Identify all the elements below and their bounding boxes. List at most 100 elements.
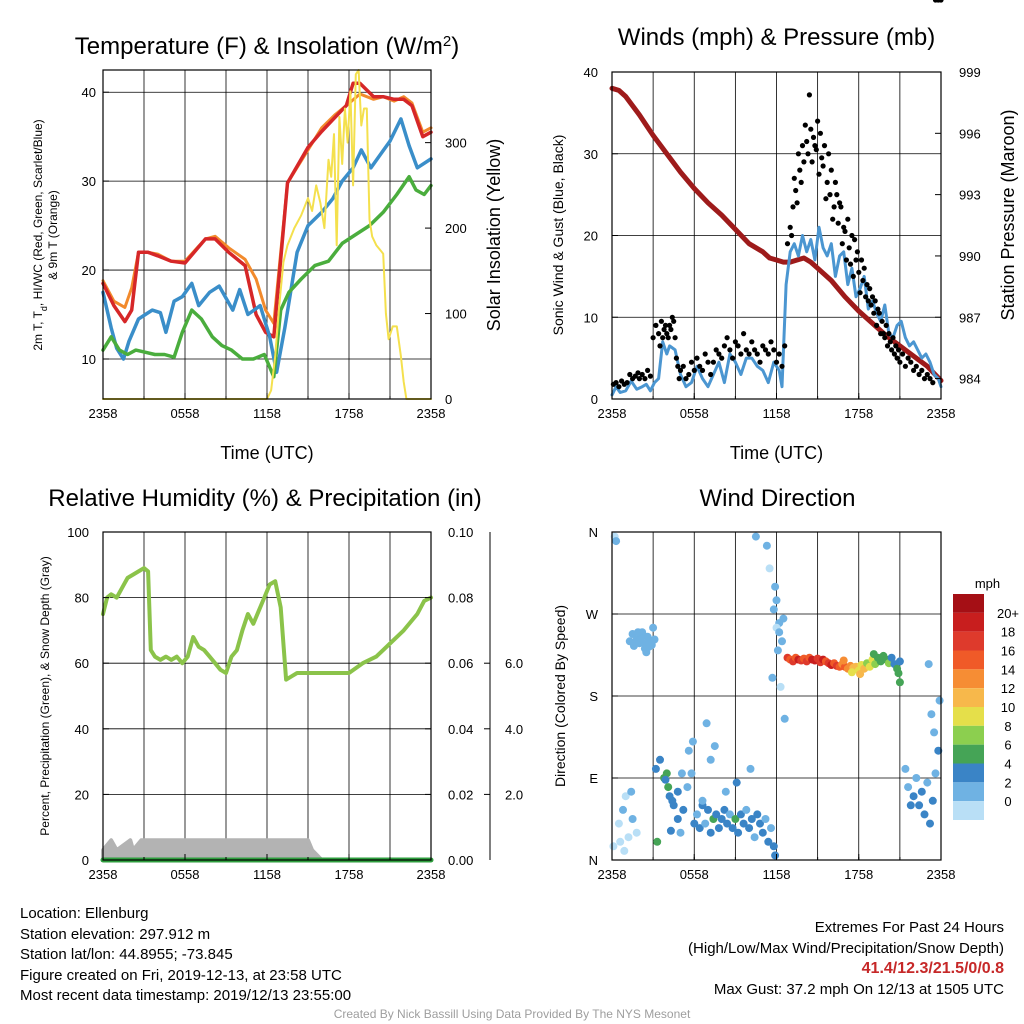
- winds-gust-point: [683, 376, 689, 382]
- colorbar-swatch: [953, 650, 984, 670]
- wind-direction-point: [688, 737, 697, 746]
- winds-gust-point: [894, 355, 900, 361]
- winds-gust-point: [797, 167, 803, 173]
- wind-direction-point: [632, 828, 641, 837]
- winds-gust-point: [710, 359, 717, 365]
- wind-direction-point: [728, 824, 737, 833]
- winds-gust-point: [861, 265, 867, 271]
- humidity-ytick-label: 40: [75, 722, 89, 737]
- humidity-ytick-label: 60: [75, 656, 89, 671]
- wind-direction-point: [931, 769, 940, 778]
- colorbar-label: 0: [1004, 794, 1011, 809]
- wind-direction-point: [906, 801, 915, 810]
- wind-direction-point: [928, 796, 937, 805]
- wind-direction-xtick-label: 1758: [844, 867, 873, 882]
- station-info: Location: Ellenburg Station elevation: 2…: [20, 904, 351, 1007]
- wind-direction-point: [930, 728, 939, 737]
- temperature-ylabel-part: 2m T, T: [31, 310, 45, 350]
- temperature-series-solar: [102, 69, 432, 400]
- temperature-xtick-label: 1758: [335, 406, 364, 421]
- wind-direction-point: [706, 755, 715, 764]
- wind-direction-point: [676, 828, 685, 837]
- wind-direction-ytick-label: N: [589, 525, 598, 540]
- winds-gust-point: [650, 335, 656, 341]
- wind-direction-xtick-label: 1158: [763, 867, 791, 882]
- winds-gust-point: [823, 196, 829, 202]
- wind-direction-point: [710, 742, 719, 751]
- temperature-y2tick-label: 100: [445, 307, 467, 322]
- winds-gust-point: [762, 347, 769, 353]
- winds-ylabel: Sonic Wind & Gust (Blue, Black): [550, 135, 566, 336]
- wind-direction-point: [734, 828, 743, 837]
- wind-direction-point: [679, 805, 688, 814]
- wind-direction-point: [764, 837, 773, 846]
- wind-direction-point: [780, 714, 789, 723]
- winds-gust-point: [656, 331, 662, 337]
- wind-direction-point: [920, 810, 929, 819]
- winds-gust-point: [838, 204, 844, 210]
- winds-gust-point: [664, 331, 670, 337]
- winds-y2tick-label: 990: [959, 249, 981, 264]
- recent-timestamp: Most recent data timestamp: 2019/12/13 2…: [20, 987, 352, 1004]
- max-gust: Max Gust: 37.2 mph On 12/13 at 1505 UTC: [713, 980, 1004, 998]
- winds-gust-point: [671, 318, 677, 324]
- winds-gust-point: [924, 371, 930, 378]
- humidity-xtick-label: 1158: [253, 867, 281, 882]
- wind-direction-point: [693, 810, 701, 819]
- winds-gust-point: [895, 347, 902, 353]
- humidity-y3tick-label: 4.0: [505, 722, 523, 737]
- winds-gust-point: [856, 269, 862, 275]
- winds-gust-point: [730, 355, 736, 361]
- winds-gust-point: [645, 367, 651, 373]
- wind-direction-point: [639, 639, 648, 648]
- wind-direction-point: [915, 801, 924, 810]
- winds-gust-point: [697, 363, 703, 369]
- temperature-y2tick-label: 0: [445, 392, 452, 407]
- wind-direction-point: [746, 764, 755, 773]
- wind-direction-xtick-label: 0558: [680, 867, 709, 882]
- wind-direction-point: [687, 769, 696, 778]
- temperature-title-close: ): [451, 33, 459, 60]
- winds-gust-point: [702, 351, 708, 357]
- winds-gust-point: [834, 192, 840, 198]
- winds-gust-point: [817, 130, 824, 136]
- station-latlon: Station lat/lon: 44.8955; -73.845: [20, 946, 233, 963]
- wind-direction-ylabel: Direction (Colored By Speed): [552, 605, 568, 787]
- wind-direction-point: [771, 851, 780, 860]
- winds-gust-point: [820, 163, 826, 169]
- colorbar-title: mph: [975, 576, 1000, 591]
- wind-direction-point: [765, 564, 774, 573]
- humidity-y2tick-label: 0.02: [448, 787, 473, 802]
- wind-direction-point: [771, 582, 780, 591]
- winds-ytick-label: 10: [584, 310, 598, 325]
- wind-direction-point: [684, 746, 693, 755]
- humidity-y2tick-label: 0.04: [448, 722, 473, 737]
- wind-direction-point: [750, 833, 759, 842]
- winds-gust-point: [738, 351, 744, 357]
- winds-gust-point: [821, 143, 828, 149]
- temperature-title-sup: 2: [443, 33, 451, 50]
- winds-gust-point: [719, 355, 725, 361]
- wind-direction-point: [677, 769, 686, 778]
- winds-xtick-label: 1758: [844, 406, 873, 421]
- wind-direction-point: [695, 824, 704, 833]
- winds-xlabel: Time (UTC): [730, 443, 823, 463]
- wind-direction-point: [887, 653, 896, 662]
- wind-direction-point: [704, 805, 712, 814]
- winds-gust-point: [691, 367, 697, 373]
- winds-gust-point: [826, 151, 832, 157]
- winds-gust-point: [889, 347, 895, 353]
- temperature-title-main: Temperature (F) & Insolation (W/m: [75, 33, 443, 60]
- temperature-ylabel-sub: d: [39, 306, 49, 311]
- wind-direction-point: [619, 805, 627, 814]
- wind-direction-point: [649, 623, 658, 632]
- temperature-title: Temperature (F) & Insolation (W/m2): [75, 33, 459, 61]
- temperature-xtick-label: 0558: [171, 406, 200, 421]
- winds-gust-point: [930, 380, 936, 386]
- winds-gust-point: [771, 347, 777, 353]
- extremes-description: (High/Low/Max Wind/Precipitation/Snow De…: [688, 939, 1004, 957]
- winds-gust-point: [757, 359, 763, 365]
- wind-direction-point: [634, 628, 642, 637]
- humidity-y2tick-label: 0.00: [448, 853, 473, 868]
- winds-gust-point: [835, 220, 841, 226]
